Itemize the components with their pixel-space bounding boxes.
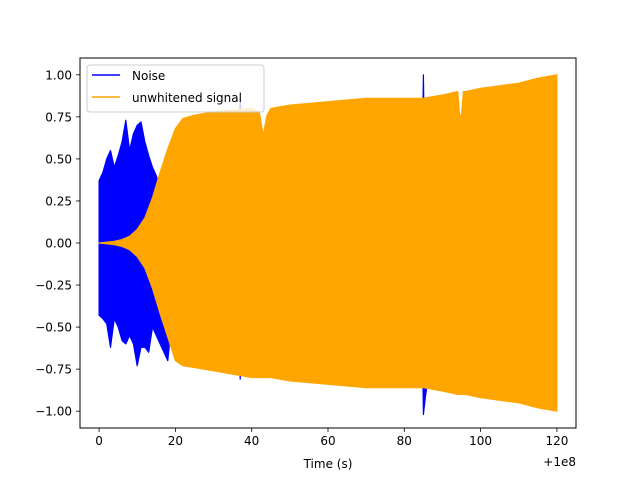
y-tick-label: 0.00 [45, 237, 72, 251]
y-tick-label: −0.25 [35, 279, 72, 293]
legend: Noise unwhitened signal [86, 64, 265, 113]
y-tick-label: 0.50 [45, 152, 72, 166]
legend-label-noise: Noise [132, 69, 165, 83]
legend-box [86, 64, 265, 113]
x-axis-ticks: 0 20 40 60 80 100 120 [95, 428, 568, 448]
x-tick-label: 40 [244, 434, 259, 448]
legend-label-unwhitened-signal: unwhitened signal [132, 91, 242, 105]
x-tick-label: 0 [95, 434, 103, 448]
x-tick-label: 120 [545, 434, 568, 448]
x-tick-label: 80 [397, 434, 412, 448]
y-tick-label: 1.00 [45, 68, 72, 82]
y-tick-label: 0.75 [45, 110, 72, 124]
series-layer [98, 74, 558, 416]
y-tick-label: −0.50 [35, 321, 72, 335]
y-axis-ticks: −1.00 −0.75 −0.50 −0.25 0.00 0.25 0.50 0.75 1.00 [35, 68, 80, 419]
x-tick-label: 60 [320, 434, 335, 448]
x-tick-label: 20 [168, 434, 183, 448]
y-tick-label: −0.75 [35, 363, 72, 377]
x-axis-label: Time (s) [303, 457, 353, 471]
x-tick-label: 100 [469, 434, 492, 448]
y-tick-label: −1.00 [35, 405, 72, 419]
x-axis-offset-label: +1e8 [543, 455, 576, 469]
y-tick-label: 0.25 [45, 194, 72, 208]
series-unwhitened-signal [98, 74, 558, 412]
